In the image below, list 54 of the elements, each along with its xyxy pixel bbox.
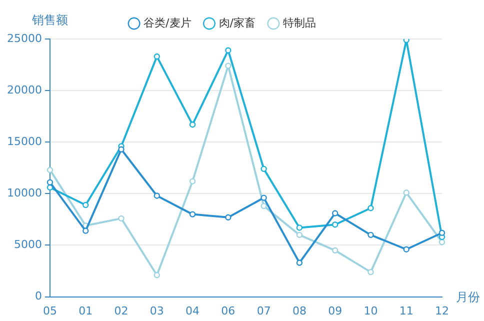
point <box>260 202 267 210</box>
y-tick-label: 20000 <box>6 83 42 96</box>
x-tick-label: 09 <box>328 304 342 318</box>
point <box>82 228 89 234</box>
x-tick-label: 12 <box>435 304 449 318</box>
point <box>260 166 267 172</box>
x-tick-label: 04 <box>186 304 200 318</box>
point <box>332 210 338 216</box>
point <box>154 192 160 199</box>
point <box>332 247 338 254</box>
legend-label: 特制品 <box>282 16 316 30</box>
legend-label: 肉/家畜 <box>218 16 256 30</box>
point <box>296 232 303 238</box>
x-tick-label: 07 <box>256 304 271 318</box>
x-tick-label: 06 <box>221 304 236 318</box>
point <box>189 178 196 184</box>
point <box>368 205 374 212</box>
y-tick-label: 0 <box>34 290 42 303</box>
point <box>368 232 374 238</box>
point <box>46 166 54 174</box>
point <box>82 202 89 208</box>
x-axis-title: 月份 <box>456 290 480 304</box>
point <box>189 211 196 218</box>
point <box>438 239 446 246</box>
point <box>154 272 160 278</box>
x-tick-label: 05 <box>42 304 57 318</box>
point <box>438 230 446 236</box>
point <box>225 47 232 54</box>
point <box>118 146 124 152</box>
point <box>296 260 303 266</box>
x-tick-label: 02 <box>114 304 128 318</box>
y-tick-label: 15000 <box>6 134 42 148</box>
x-tick-label: 10 <box>364 304 378 318</box>
y-axis-title: 销售额 <box>30 13 68 28</box>
point <box>46 179 54 186</box>
point <box>260 194 267 201</box>
point <box>118 215 124 222</box>
x-tick-label: 03 <box>150 304 164 318</box>
point <box>296 224 303 231</box>
x-tick-label: 11 <box>399 304 414 318</box>
x-tick-label: 08 <box>292 304 306 318</box>
y-tick-label: 10000 <box>6 186 42 200</box>
point <box>189 121 196 128</box>
point <box>154 53 160 60</box>
legend-label: 谷类/麦片 <box>144 16 192 30</box>
y-tick-label: 5000 <box>14 238 42 252</box>
point <box>403 246 410 252</box>
point <box>225 62 232 69</box>
y-tick-label: 25000 <box>6 32 42 45</box>
point <box>368 268 374 276</box>
point <box>403 190 410 196</box>
point <box>332 222 338 228</box>
x-tick-label: 01 <box>78 304 93 318</box>
point <box>225 214 232 220</box>
